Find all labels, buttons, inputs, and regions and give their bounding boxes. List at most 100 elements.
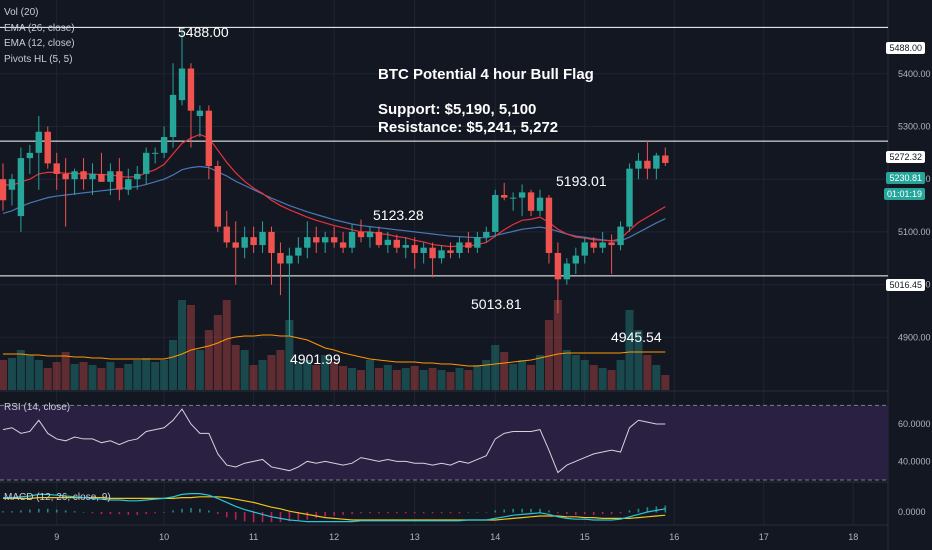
volume-layer	[0, 300, 670, 390]
volume-bar	[473, 365, 482, 390]
macd-histogram-bar	[154, 512, 156, 514]
macd-histogram-bar	[163, 512, 165, 513]
candle	[295, 237, 302, 264]
horizontal-levels	[0, 26, 888, 277]
candle	[474, 231, 481, 253]
candle-body	[384, 239, 392, 246]
annotation-support: Support: $5,190, 5,100	[378, 101, 537, 118]
volume-bar	[652, 365, 661, 390]
candle	[107, 163, 114, 195]
candle-body	[581, 242, 588, 256]
candle-body	[304, 237, 311, 248]
macd-histogram-bar	[440, 512, 443, 514]
macd-histogram-bar	[646, 507, 649, 513]
candle-body	[393, 239, 400, 248]
legend-vol[interactable]: Vol (20)	[4, 7, 39, 18]
macd-histogram-bar	[225, 512, 228, 518]
pivot-label-low-1: 5013.81	[471, 296, 522, 312]
legend-ema26[interactable]: EMA (26, close)	[4, 22, 75, 34]
volume-bar	[178, 300, 186, 390]
macd-histogram-bar	[530, 508, 532, 513]
candle-body	[8, 179, 16, 190]
macd-histogram-bar	[476, 512, 479, 513]
volume-bar	[518, 360, 527, 390]
macd-histogram-bar	[190, 508, 192, 513]
candle-body	[447, 250, 454, 253]
candle	[62, 158, 69, 227]
candle-body	[411, 245, 418, 253]
rsi-label[interactable]: RSI (14, close)	[4, 402, 71, 413]
macd-histogram-bar	[64, 510, 67, 513]
candle	[447, 242, 454, 259]
macd-histogram-bar	[2, 511, 4, 513]
x-tick-label: 13	[410, 532, 420, 542]
candle	[232, 221, 239, 285]
macd-histogram-bar	[29, 509, 31, 513]
volume-bar	[25, 355, 34, 390]
legend-ema12[interactable]: EMA (12, close)	[4, 38, 75, 49]
candle	[572, 247, 579, 275]
volume-bar	[276, 350, 285, 390]
macd-histogram-bar	[297, 512, 300, 521]
volume-bar	[374, 368, 383, 390]
candle	[268, 226, 275, 285]
macd-histogram-bar	[261, 512, 264, 523]
candle	[151, 147, 159, 164]
x-tick-label: 10	[159, 532, 169, 542]
candle	[483, 226, 490, 243]
macd-histogram-bar	[181, 508, 183, 513]
macd-histogram-bar	[655, 506, 658, 513]
candle	[26, 144, 34, 174]
macd-histogram-bar	[100, 512, 103, 515]
candle-body	[268, 231, 275, 253]
candle-body	[429, 247, 436, 259]
macd-histogram-bar	[458, 512, 461, 514]
candle	[17, 147, 25, 232]
candle	[545, 195, 553, 264]
candle	[635, 152, 642, 180]
volume-bar	[285, 320, 294, 390]
candle-body	[178, 68, 186, 101]
annotation-text[interactable]: BTC Potential 4 hour Bull Flag Support: …	[378, 66, 594, 137]
macd-histogram-bar	[315, 512, 318, 519]
candle	[348, 223, 356, 253]
candle	[662, 147, 669, 167]
x-tick-label: 15	[580, 532, 590, 542]
candle-body	[169, 94, 177, 138]
y-tick-label: 4900.00	[898, 332, 931, 342]
candle-body	[527, 192, 535, 211]
candle-body	[62, 173, 69, 180]
macd-histogram-bar	[91, 512, 94, 514]
candle-body	[402, 245, 409, 248]
candle	[178, 27, 186, 106]
annotation-title: BTC Potential 4 hour Bull Flag	[378, 66, 594, 83]
volume-bar	[500, 352, 509, 390]
volume-bar	[70, 364, 79, 390]
macd-histogram-bar	[503, 509, 505, 513]
macd-histogram-bar	[628, 510, 631, 513]
candle	[187, 63, 195, 148]
volume-bar	[52, 362, 61, 390]
macd-histogram-bar	[485, 512, 488, 513]
candle	[322, 231, 329, 253]
macd-histogram-bar	[557, 512, 559, 514]
candle-body	[322, 237, 329, 243]
candle-body	[518, 192, 526, 198]
macd-histogram-bar	[396, 512, 398, 514]
volume-bar	[88, 365, 97, 390]
volume-bar	[142, 358, 151, 390]
candle	[196, 105, 204, 138]
volume-bar	[151, 362, 160, 390]
candle	[313, 226, 320, 253]
volume-bar	[661, 375, 670, 390]
macd-label[interactable]: MACD (12, 26, close, 9)	[4, 492, 111, 503]
macd-pane	[2, 493, 667, 523]
candle-body	[590, 242, 597, 248]
candle	[259, 221, 266, 253]
volume-bar	[0, 360, 7, 390]
candle-body	[214, 166, 221, 227]
legend-pivots[interactable]: Pivots HL (5, 5)	[4, 53, 73, 65]
candle-body	[89, 173, 96, 180]
candle-body	[599, 242, 606, 248]
